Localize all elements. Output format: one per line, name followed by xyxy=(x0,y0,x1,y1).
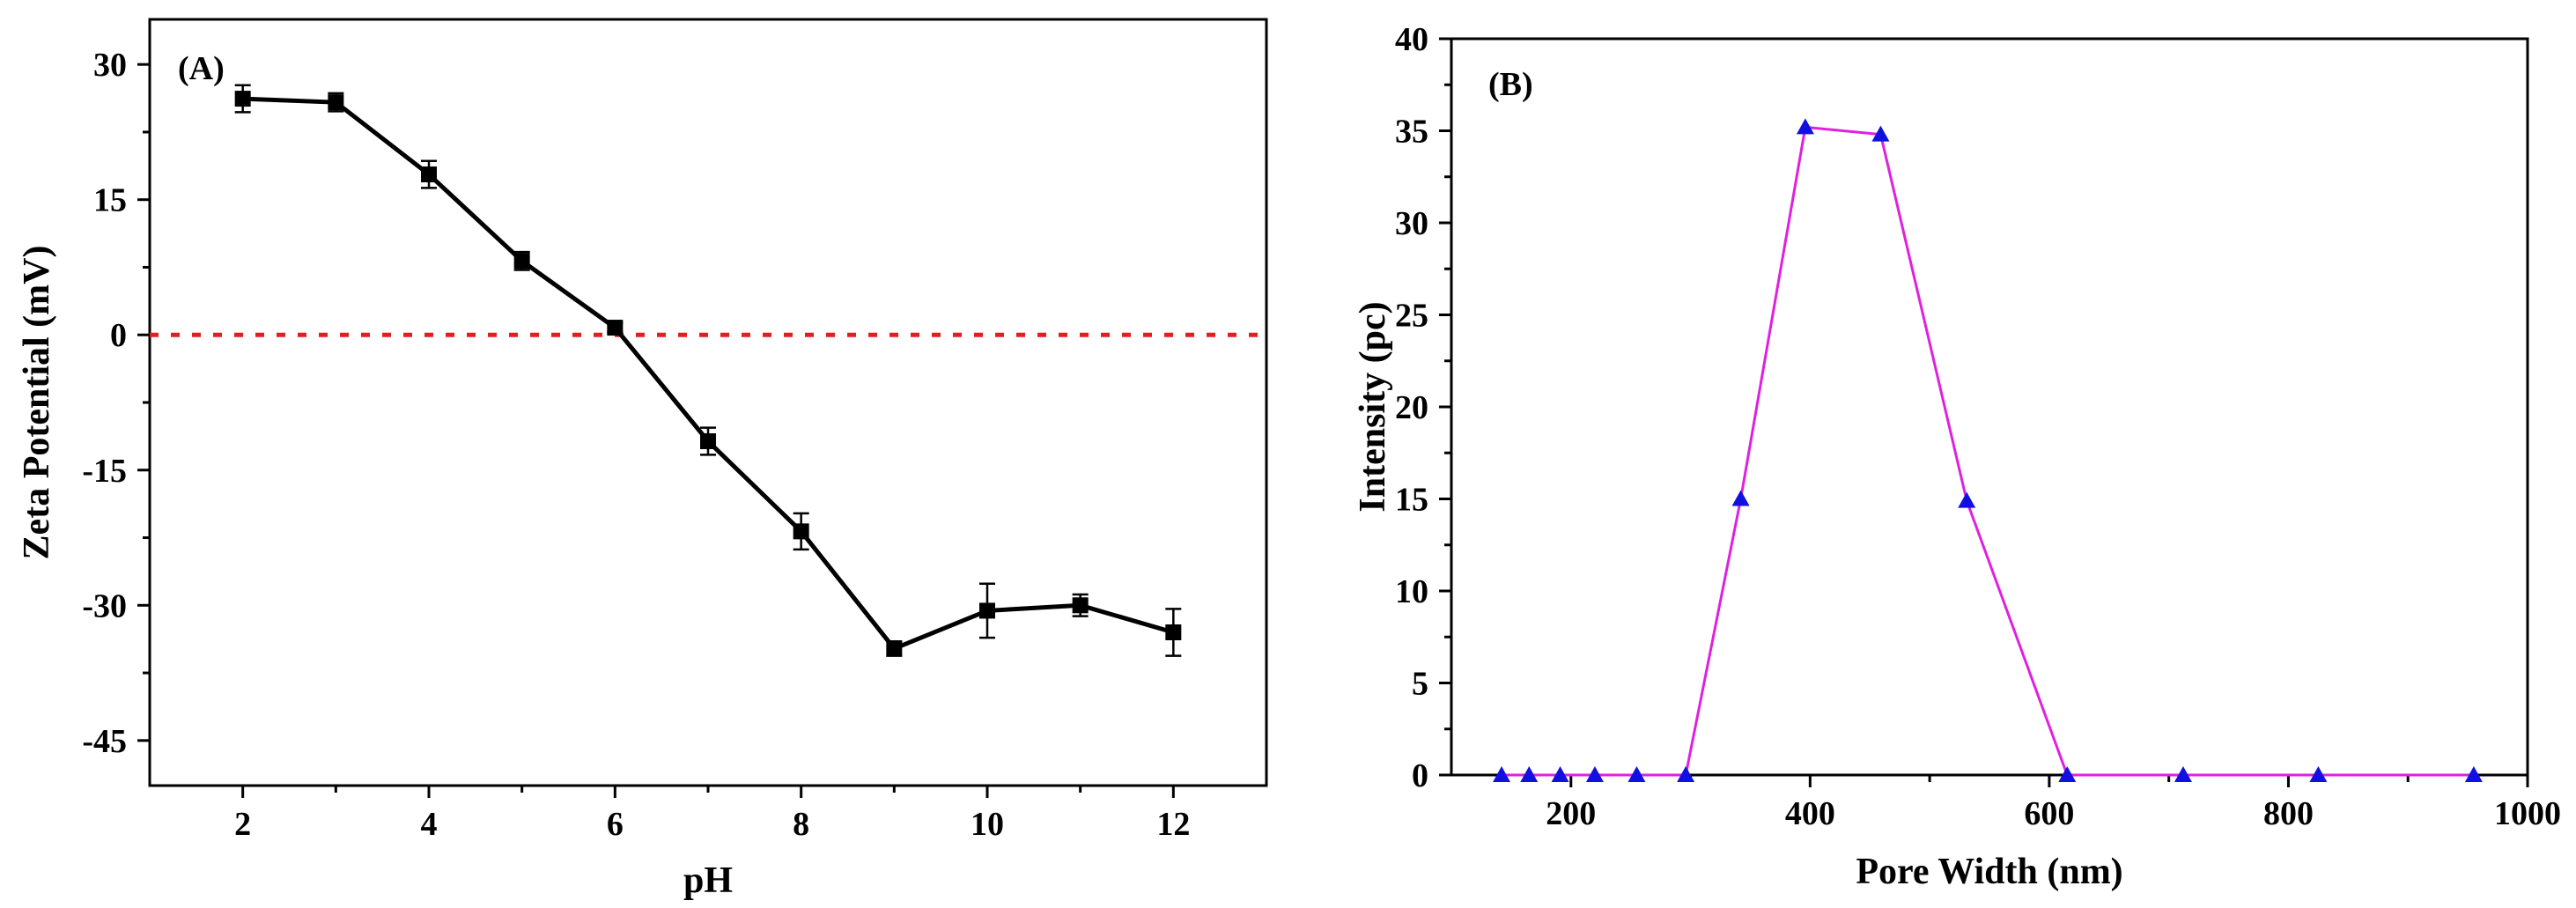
panel-a-y-tick-label: -30 xyxy=(82,587,127,624)
panel-b-data-point xyxy=(2309,766,2328,782)
panel-a-data-point xyxy=(886,640,903,657)
panel-a-x-tick-label: 6 xyxy=(607,806,624,843)
panel-a-y-tick-label: 15 xyxy=(93,182,127,219)
panel-b-y-tick-label: 30 xyxy=(1395,205,1428,242)
panel-b-x-tick-label: 200 xyxy=(1546,795,1596,832)
panel-b-y-axis-title: Intensity (pc) xyxy=(1353,301,1393,512)
panel-a-data-point xyxy=(793,523,809,540)
panel-b-y-tick-label: 20 xyxy=(1395,389,1428,426)
panel-b-label: (B) xyxy=(1488,66,1533,103)
panel-b-pore-width-chart: (B) Pore Width (nm) Intensity (pc) 200 40… xyxy=(1353,21,2561,892)
panel-a-y-tick-label: 30 xyxy=(93,47,127,84)
panel-b-data-point xyxy=(1958,491,1976,508)
panel-a-data-point xyxy=(328,94,344,111)
panel-b-y-tick-label: 15 xyxy=(1395,482,1428,519)
panel-a-series-line xyxy=(242,96,1175,652)
panel-a-data-point xyxy=(607,320,624,336)
panel-a-y-tick-label: -45 xyxy=(82,723,127,760)
panel-a-data-point xyxy=(700,433,716,450)
panel-b-y-tick-label: 5 xyxy=(1412,666,1428,703)
panel-b-data-point xyxy=(1520,766,1539,782)
panel-b-series-line xyxy=(1502,125,2474,777)
panel-a-data-point xyxy=(979,602,995,619)
panel-a-x-tick-label: 2 xyxy=(234,806,251,843)
panel-b-y-tick-label: 40 xyxy=(1395,21,1428,58)
panel-a-x-tick-label: 4 xyxy=(421,806,438,843)
panel-b-data-point xyxy=(2058,766,2077,782)
panel-b-plot-frame xyxy=(1450,37,2529,777)
panel-b-data-point xyxy=(2464,766,2483,782)
panel-a-data-point xyxy=(513,253,530,269)
panel-b-y-tick-label: 0 xyxy=(1412,757,1428,794)
panel-b-data-point xyxy=(1628,766,1646,782)
panel-b-data-point xyxy=(1551,766,1569,782)
panel-a-zeta-potential-chart: (A) pH Zeta Potential (mV) 2 4 6 8 10 12 30 15 0… xyxy=(17,18,1268,901)
panel-a-x-tick-label: 10 xyxy=(971,806,1004,843)
panel-b-data-point xyxy=(2174,766,2192,782)
panel-a-y-tick-label: -15 xyxy=(82,453,127,490)
panel-a-plot-frame xyxy=(148,18,1268,787)
panel-b-x-tick-label: 600 xyxy=(2024,795,2074,832)
panel-a-x-tick-label: 8 xyxy=(793,806,809,843)
panel-b-y-tick-label: 10 xyxy=(1395,573,1428,610)
panel-b-data-point xyxy=(1493,766,1511,782)
panel-a-label: (A) xyxy=(178,50,225,87)
panel-a-y-tick-label: 0 xyxy=(110,317,127,354)
panel-b-y-tick-label: 35 xyxy=(1395,114,1428,151)
panel-b-y-tick-label: 25 xyxy=(1395,298,1428,335)
panel-a-y-axis-title: Zeta Potential (mV) xyxy=(17,246,57,560)
panel-b-x-tick-label: 1000 xyxy=(2494,795,2561,832)
panel-a-data-point xyxy=(234,91,251,107)
panel-b-data-point xyxy=(1585,766,1604,782)
panel-b-data-point xyxy=(1796,118,1814,135)
panel-b-data-point xyxy=(1677,766,1695,782)
panel-a-data-point xyxy=(1072,597,1089,614)
panel-a-x-tick-label: 12 xyxy=(1156,806,1190,843)
panel-a-data-point xyxy=(421,166,437,183)
panel-b-x-tick-label: 400 xyxy=(1785,795,1835,832)
panel-b-x-axis-title: Pore Width (nm) xyxy=(1856,852,2122,892)
panel-b-x-tick-label: 800 xyxy=(2263,795,2314,832)
panel-a-x-axis-title: pH xyxy=(683,860,733,901)
panel-a-data-point xyxy=(1165,624,1182,640)
panel-b-data-point xyxy=(1871,125,1890,142)
panel-b-data-point xyxy=(1731,490,1750,506)
